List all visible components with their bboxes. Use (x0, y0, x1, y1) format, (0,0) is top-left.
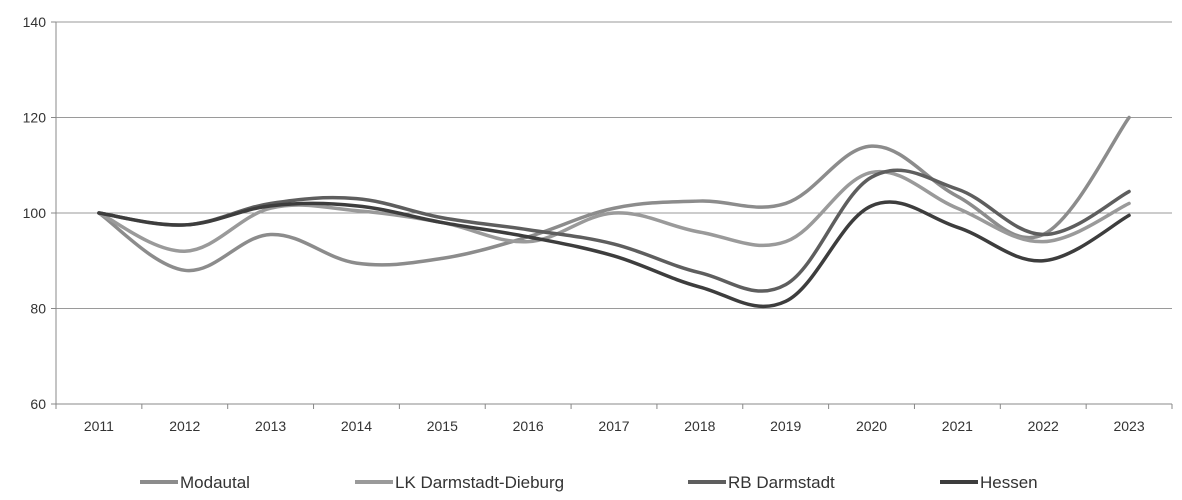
y-tick-label: 120 (23, 110, 47, 126)
x-tick-label: 2018 (684, 418, 715, 434)
legend-item: Modautal (140, 473, 250, 492)
grid-lines (56, 21, 1172, 309)
x-tick-label: 2017 (598, 418, 629, 434)
legend-item: RB Darmstadt (688, 473, 835, 492)
x-tick-label: 2020 (856, 418, 887, 434)
series-line-0 (97, 115, 1131, 273)
legend-label: Hessen (980, 473, 1038, 492)
x-tick-label: 2019 (770, 418, 801, 434)
y-axis-tick-labels: 60 80 100 120 140 (23, 14, 47, 412)
y-tick-label: 60 (30, 396, 46, 412)
x-tick-label: 2014 (341, 418, 372, 434)
axes (51, 21, 1173, 409)
x-tick-label: 2015 (427, 418, 458, 434)
legend-label: RB Darmstadt (728, 473, 835, 492)
legend-item: LK Darmstadt-Dieburg (355, 473, 564, 492)
legend-label: LK Darmstadt-Dieburg (395, 473, 564, 492)
x-tick-label: 2011 (84, 418, 114, 434)
x-tick-label: 2023 (1113, 418, 1144, 434)
x-tick-label: 2016 (513, 418, 544, 434)
series-line-3 (97, 200, 1131, 308)
x-axis-tick-labels: 2011 2012 2013 2014 2015 2016 2017 2018 2019 2020… (84, 418, 1145, 434)
x-tick-label: 2021 (942, 418, 973, 434)
series-line-2 (97, 168, 1131, 293)
x-tick-label: 2013 (255, 418, 286, 434)
legend-label: Modautal (180, 473, 250, 492)
series-line-1 (97, 169, 1131, 253)
y-tick-label: 100 (23, 205, 47, 221)
y-tick-label: 80 (30, 301, 46, 317)
legend: Modautal LK Darmstadt-Dieburg RB Darmstadt… (140, 473, 1038, 492)
legend-item: Hessen (940, 473, 1038, 492)
y-tick-label: 140 (23, 14, 47, 30)
x-tick-label: 2012 (169, 418, 200, 434)
series-lines (97, 115, 1131, 308)
x-tick-label: 2022 (1028, 418, 1059, 434)
